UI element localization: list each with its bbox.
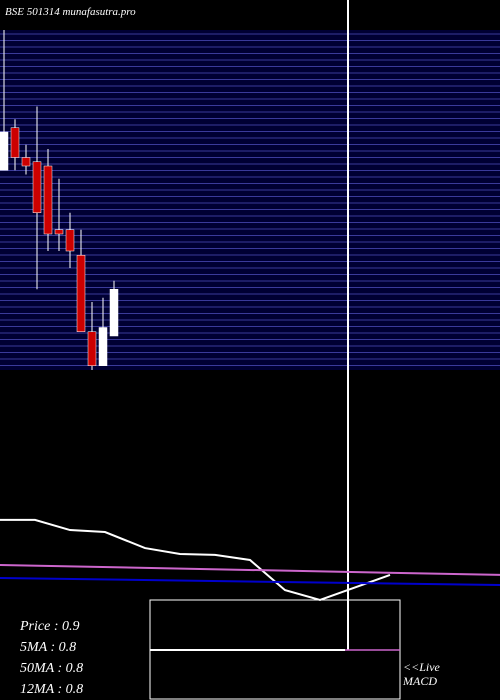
candle-body	[10, 127, 20, 158]
legend-5ma: 5MA : 0.8	[20, 640, 76, 655]
chart-title: BSE 501314 munafasutra.pro	[5, 6, 136, 18]
indicator-line	[0, 564, 500, 576]
candle-body	[0, 131, 9, 171]
candle-body	[32, 161, 42, 213]
candle-body	[43, 165, 53, 235]
indicator-line	[0, 577, 500, 587]
candle-body	[87, 331, 97, 366]
candle-body	[21, 157, 31, 167]
candle-body	[54, 229, 64, 235]
legend-50ma: 50MA : 0.8	[20, 661, 83, 676]
legend-price: Price : 0.9	[19, 619, 79, 634]
candle-body	[109, 289, 119, 337]
live-label: <<Live	[403, 660, 441, 674]
indicator-line	[0, 518, 391, 602]
price-panel	[0, 30, 500, 370]
macd-label: MACD	[402, 674, 437, 688]
candle-body	[98, 327, 108, 366]
candle-body	[76, 255, 86, 332]
candle-body	[65, 229, 75, 252]
legend-12ma: 12MA : 0.8	[20, 682, 83, 697]
